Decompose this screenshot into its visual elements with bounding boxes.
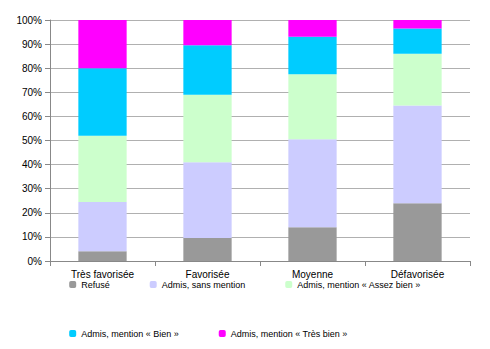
svg-text:100%: 100% — [16, 15, 42, 26]
svg-text:90%: 90% — [22, 39, 42, 50]
svg-text:10%: 10% — [22, 231, 42, 242]
svg-text:Très favorisée: Très favorisée — [71, 269, 134, 280]
svg-text:0%: 0% — [28, 256, 43, 267]
svg-text:80%: 80% — [22, 63, 42, 74]
svg-text:Admis, mention « Assez bien »: Admis, mention « Assez bien » — [297, 280, 420, 290]
svg-text:Moyenne: Moyenne — [292, 269, 334, 280]
svg-text:50%: 50% — [22, 135, 42, 146]
svg-text:40%: 40% — [22, 159, 42, 170]
svg-text:Refusé: Refusé — [81, 280, 110, 290]
svg-text:60%: 60% — [22, 111, 42, 122]
svg-text:Admis, sans mention: Admis, sans mention — [162, 280, 246, 290]
svg-text:20%: 20% — [22, 207, 42, 218]
svg-text:Admis, mention « Bien »: Admis, mention « Bien » — [81, 329, 179, 339]
svg-text:30%: 30% — [22, 183, 42, 194]
svg-text:Défavorisée: Défavorisée — [391, 269, 445, 280]
svg-text:Admis, mention « Très bien »: Admis, mention « Très bien » — [231, 329, 348, 339]
svg-text:Favorisée: Favorisée — [186, 269, 230, 280]
svg-text:70%: 70% — [22, 87, 42, 98]
